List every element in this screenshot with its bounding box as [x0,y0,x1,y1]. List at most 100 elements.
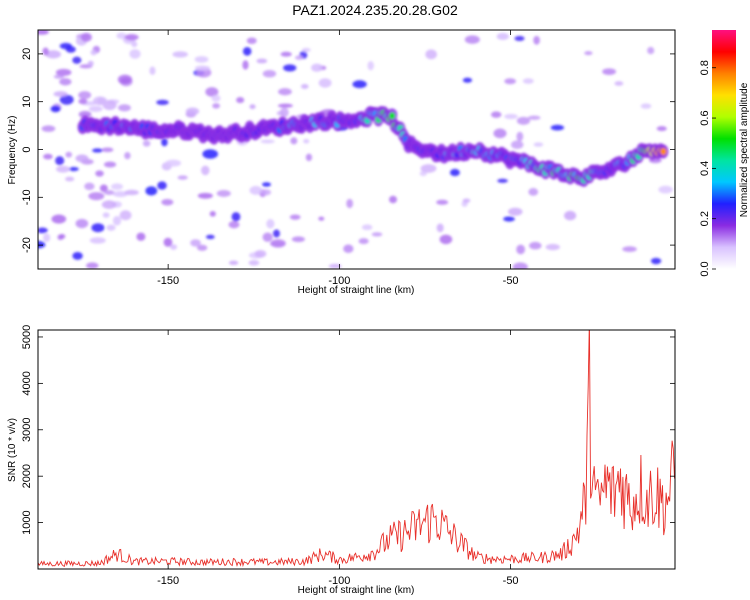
colorbar-tick-label: 0.4 [699,161,711,176]
noise-blob [290,137,298,145]
noise-blob [266,219,275,229]
noise-blob [101,147,114,153]
noise-blob [53,91,68,97]
noise-blob [301,47,311,53]
noise-blob [436,223,444,233]
noise-blob [658,185,673,194]
noise-blob [196,244,208,251]
noise-blob [462,77,473,83]
y-tick-label: 10 [21,96,33,108]
noise-blob [650,257,662,265]
noise-blob [490,111,502,118]
noise-blob [136,232,146,241]
spectrogram-x-ticks: -150 -100 -50 [157,30,519,287]
noise-blob [496,32,509,41]
noise-blob [142,140,151,147]
noise-blob [346,198,354,209]
noise-blob [584,51,593,56]
noise-blob [291,236,305,243]
noise-blob [112,216,122,226]
y-tick-label: -20 [21,237,33,253]
noise-blob [533,142,544,147]
noise-blob [358,238,369,245]
noise-blob [106,224,116,231]
noise-blob [512,262,528,269]
noise-blob [449,168,460,177]
noise-blob [303,138,310,144]
noise-blob [507,207,523,216]
noise-blob [92,148,103,153]
noise-blob [270,239,286,248]
noise-blob [305,153,313,162]
noise-blob [118,104,131,112]
noise-blob [261,182,271,187]
noise-blob [170,244,178,250]
noise-blob [50,105,61,113]
noise-blob [65,151,73,158]
noise-blob [420,164,437,173]
x-tick-label: -100 [328,575,350,587]
noise-blob [72,56,82,64]
colorbar: 0.0 0.2 0.4 0.6 0.8 Normalized spectral ampl… [699,30,750,277]
y-tick-label: 1000 [21,510,33,534]
noise-blob [211,94,221,102]
noise-blob [95,170,104,177]
noise-blob [38,30,49,35]
y-tick-label: 5000 [21,325,33,349]
noise-blob [256,58,268,64]
noise-blob [503,216,515,222]
noise-blob [216,190,231,197]
noise-blob [163,237,173,247]
noise-blob [55,156,65,166]
noise-blob [65,176,75,182]
noise-blob [38,240,46,249]
noise-blob [88,105,103,112]
colorbar-ticks: 0.0 0.2 0.4 0.6 0.8 [699,60,716,277]
noise-blob [80,32,92,42]
noise-blob [516,116,531,125]
spectral-ridge [77,105,669,187]
noise-blob [289,214,301,220]
y-tick-label: -10 [21,189,33,205]
noise-blob [279,107,289,118]
noise-blob [388,195,398,204]
colorbar-tick-label: 0.6 [699,110,711,125]
noise-blob [352,80,367,89]
noise-blob [248,260,260,266]
noise-blob [165,159,182,167]
noise-blob [528,188,539,196]
noise-blob [102,212,110,218]
noise-blob [72,252,83,260]
noise-blob [43,153,53,160]
noise-blob [436,199,449,205]
noise-blob [88,192,105,201]
noise-blob [262,69,277,78]
noise-blob [439,234,453,245]
background-noise [38,30,673,269]
noise-blob [514,35,525,42]
noise-blob [371,232,383,237]
noise-blob [110,183,124,190]
snr-x-ticks: -150 -100 -50 [157,330,519,587]
noise-blob [550,124,565,131]
noise-blob [59,42,72,50]
noise-blob [622,246,637,253]
noise-blob [545,243,560,251]
noise-blob [78,91,92,100]
snr-x-label: Height of straight line (km) [298,585,415,596]
x-tick-label: -150 [157,275,179,287]
noise-blob [504,113,518,120]
noise-blob [90,49,97,56]
noise-blob [124,34,139,41]
noise-blob [55,165,70,173]
noise-blob [504,78,517,85]
noise-blob [205,87,219,97]
noise-blob [119,210,132,221]
noise-blob [318,78,332,88]
noise-blob [51,214,67,224]
noise-blob [87,60,94,67]
noise-blob [42,47,49,56]
colorbar-tick-label: 0.8 [699,60,711,75]
noise-blob [343,244,354,253]
ridge-core [389,112,396,120]
